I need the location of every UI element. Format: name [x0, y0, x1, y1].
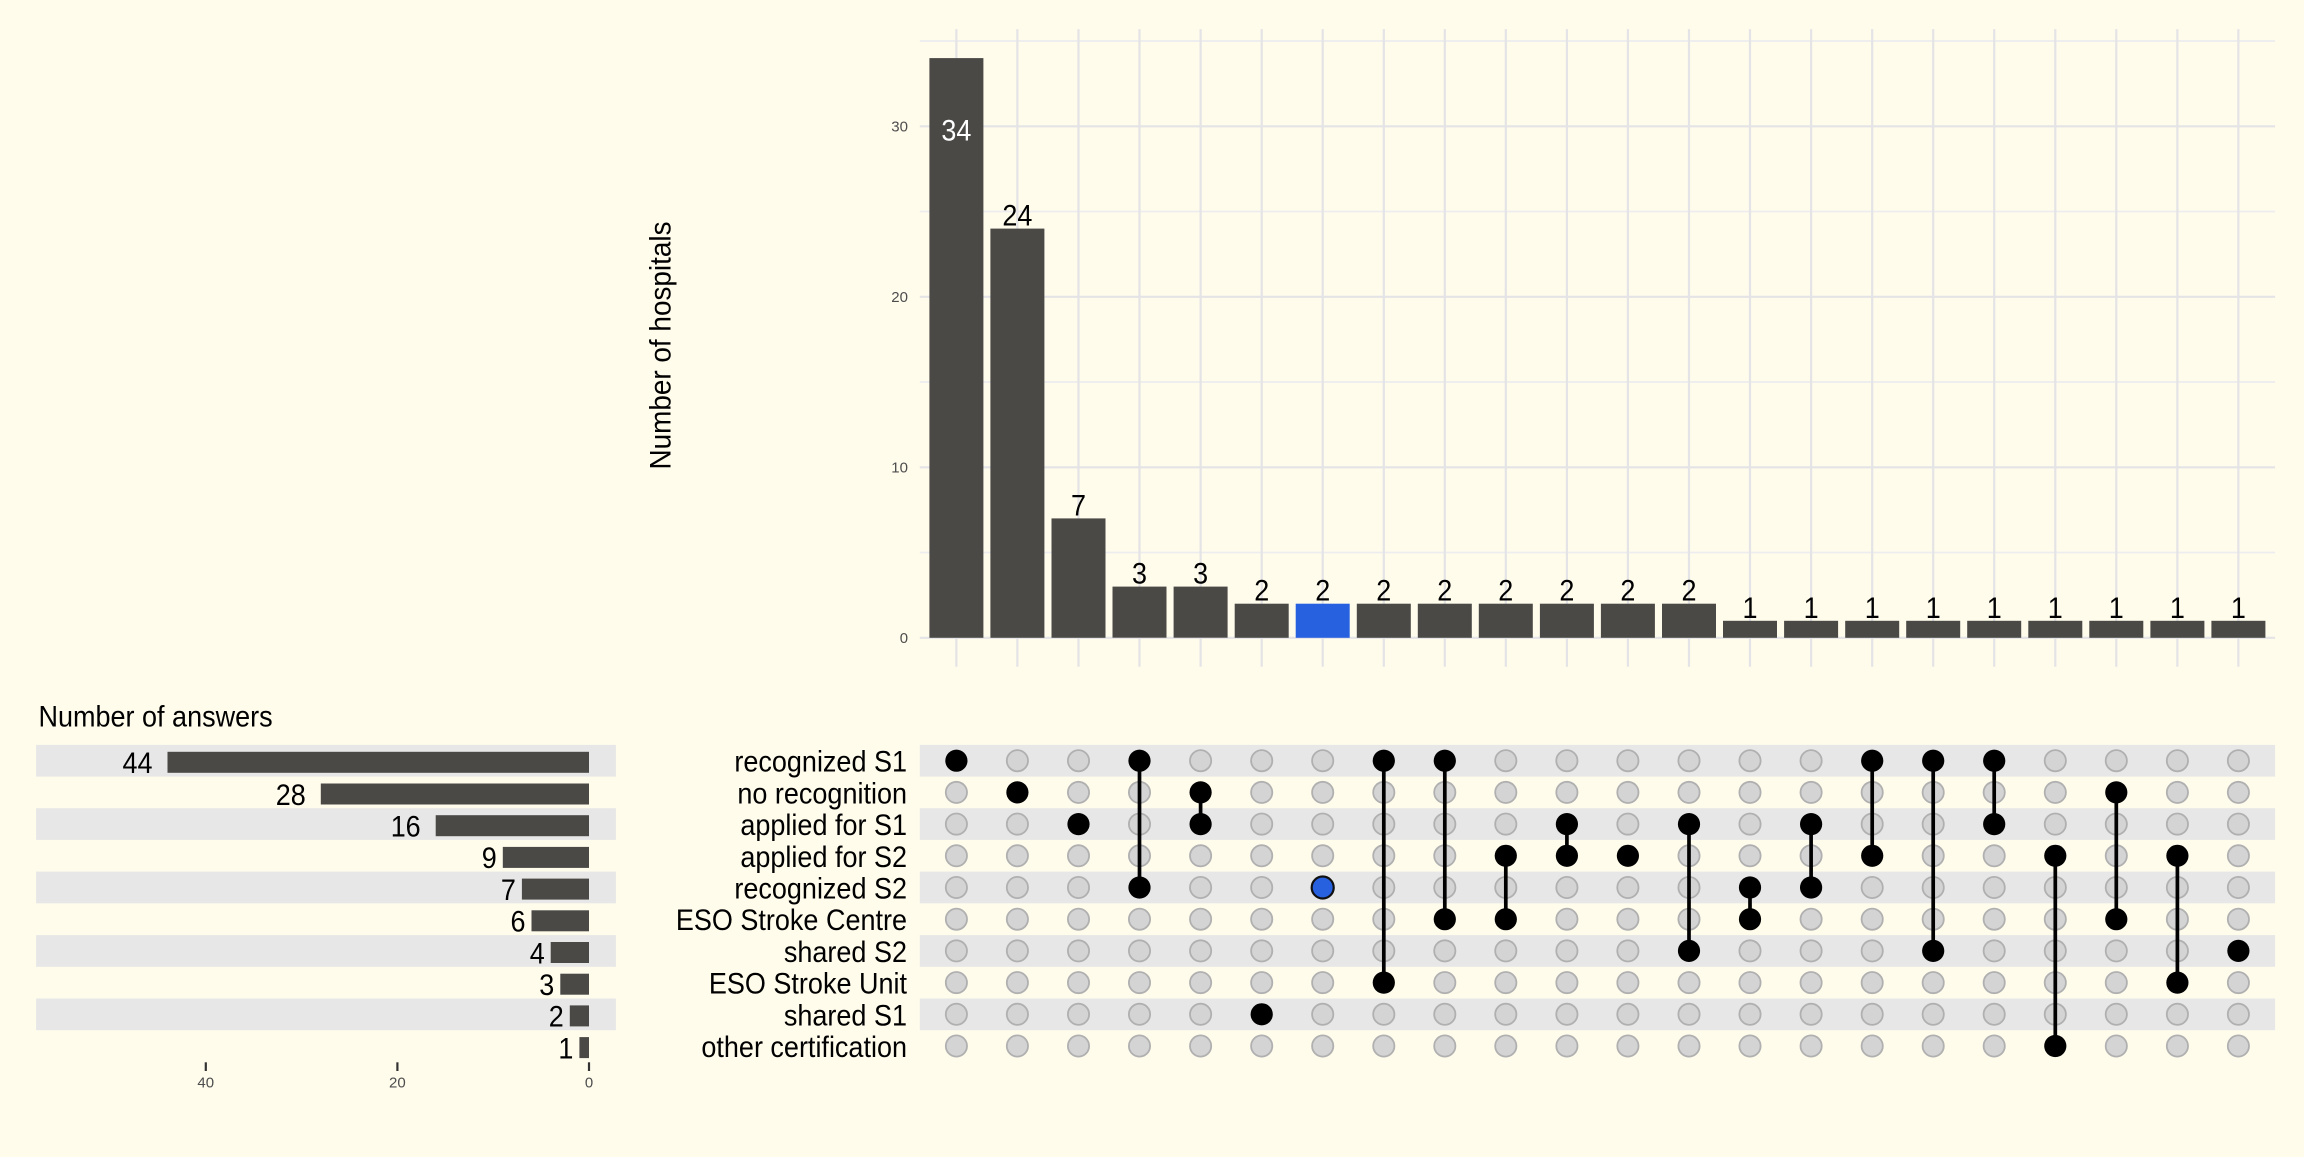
svg-text:1: 1	[1987, 592, 2002, 625]
svg-text:1: 1	[2109, 592, 2124, 625]
svg-text:44: 44	[123, 747, 153, 780]
svg-text:20: 20	[891, 289, 908, 306]
svg-text:2: 2	[549, 1001, 564, 1034]
svg-text:1: 1	[1804, 592, 1819, 625]
svg-text:16: 16	[391, 811, 421, 844]
svg-text:0: 0	[900, 630, 908, 647]
svg-text:10: 10	[891, 460, 908, 477]
svg-text:40: 40	[197, 1074, 214, 1091]
svg-text:3: 3	[1193, 558, 1208, 591]
svg-text:20: 20	[389, 1074, 406, 1091]
svg-text:2: 2	[1376, 575, 1391, 608]
svg-text:9: 9	[482, 842, 497, 875]
svg-text:shared S1: shared S1	[784, 999, 907, 1032]
svg-text:applied for S1: applied for S1	[740, 809, 907, 842]
svg-text:7: 7	[1071, 489, 1086, 522]
svg-text:recognized S2: recognized S2	[734, 873, 907, 906]
svg-text:1: 1	[1743, 592, 1758, 625]
svg-text:2: 2	[1254, 575, 1269, 608]
svg-text:2: 2	[1437, 575, 1452, 608]
svg-text:24: 24	[1002, 200, 1032, 233]
svg-text:3: 3	[539, 969, 554, 1002]
svg-text:2: 2	[1559, 575, 1574, 608]
svg-text:2: 2	[1315, 575, 1330, 608]
svg-text:0: 0	[585, 1074, 593, 1091]
svg-text:1: 1	[2231, 592, 2246, 625]
svg-text:Number of answers: Number of answers	[39, 701, 273, 734]
svg-text:ESO Stroke Unit: ESO Stroke Unit	[709, 968, 908, 1001]
svg-text:applied for S2: applied for S2	[740, 841, 907, 874]
svg-text:2: 2	[1682, 575, 1697, 608]
svg-text:1: 1	[1926, 592, 1941, 625]
svg-text:4: 4	[530, 937, 545, 970]
svg-text:2: 2	[1620, 575, 1635, 608]
svg-text:30: 30	[891, 119, 908, 136]
svg-text:1: 1	[1865, 592, 1880, 625]
svg-text:no recognition: no recognition	[737, 777, 907, 810]
svg-text:6: 6	[511, 906, 526, 939]
svg-text:Number of hospitals: Number of hospitals	[645, 221, 678, 469]
svg-text:3: 3	[1132, 558, 1147, 591]
svg-text:28: 28	[276, 779, 306, 812]
svg-text:34: 34	[941, 115, 971, 148]
svg-text:7: 7	[501, 874, 516, 907]
svg-text:1: 1	[2048, 592, 2063, 625]
svg-text:recognized S1: recognized S1	[734, 746, 907, 779]
svg-text:2: 2	[1498, 575, 1513, 608]
svg-text:1: 1	[558, 1032, 573, 1065]
svg-text:other certification: other certification	[701, 1031, 907, 1064]
svg-text:shared S2: shared S2	[784, 936, 907, 969]
svg-text:ESO Stroke Centre: ESO Stroke Centre	[676, 904, 907, 937]
svg-text:1: 1	[2170, 592, 2185, 625]
